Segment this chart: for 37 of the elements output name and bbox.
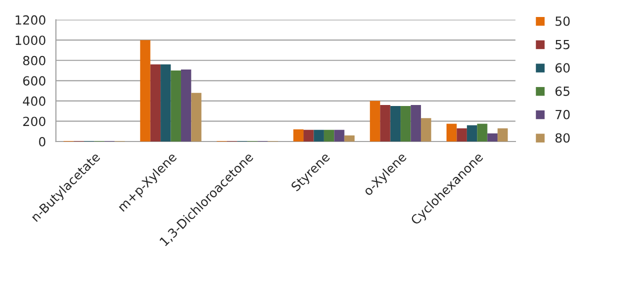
bar <box>420 118 432 142</box>
bar <box>466 125 478 142</box>
bar <box>150 64 161 142</box>
bar <box>180 70 192 142</box>
y-tick-label: 800 <box>23 56 46 66</box>
bar <box>477 124 488 142</box>
y-tick-label: 400 <box>22 96 46 106</box>
bar <box>400 106 411 142</box>
bar <box>334 130 344 142</box>
bar <box>487 133 498 142</box>
legend-label: 55 <box>556 40 570 50</box>
bar <box>456 128 467 142</box>
bar <box>390 106 401 142</box>
y-tick-label: 0 <box>39 136 46 146</box>
bar <box>370 100 380 142</box>
bar <box>380 104 390 142</box>
legend-label: 50 <box>556 16 570 26</box>
bar <box>344 135 355 142</box>
bar <box>170 70 181 142</box>
y-tick-label: 600 <box>23 76 46 86</box>
y-tick-label: 1200 <box>16 15 46 25</box>
bar <box>304 130 314 142</box>
legend-label: 70 <box>556 110 570 120</box>
bar <box>191 92 202 142</box>
bar <box>410 104 421 142</box>
legend-label: 60 <box>555 63 570 73</box>
bar <box>324 130 334 142</box>
bar <box>140 40 150 142</box>
legend-label: 80 <box>555 133 570 143</box>
bar <box>314 130 324 142</box>
y-tick-label: 1000 <box>16 36 46 46</box>
bar <box>446 124 457 142</box>
legend-label: 65 <box>555 86 570 96</box>
bar <box>498 128 508 142</box>
bar <box>160 64 171 142</box>
bar <box>293 129 304 142</box>
y-tick-label: 200 <box>23 116 46 126</box>
